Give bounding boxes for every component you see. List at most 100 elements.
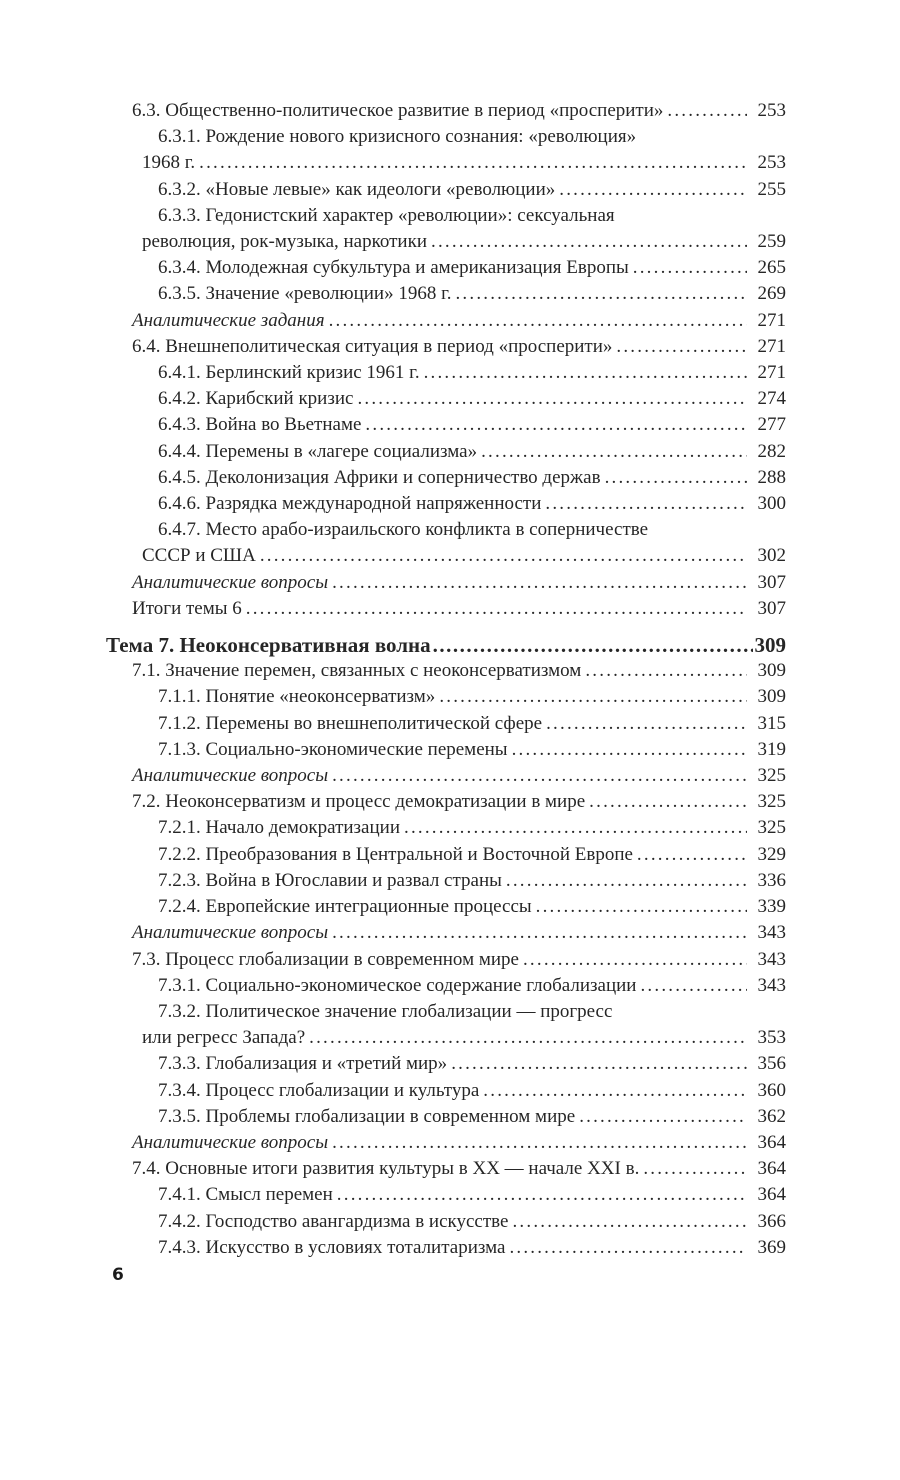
toc-entry: Аналитические задания 271 bbox=[106, 308, 786, 334]
toc-entry-text: СССР и США bbox=[142, 545, 256, 567]
dot-leader bbox=[545, 491, 747, 517]
toc-entry-text: 6.4.1. Берлинский кризис 1961 г. bbox=[158, 362, 420, 384]
dot-leader bbox=[365, 412, 747, 438]
toc-entry: 6.4.3. Война во Вьетнаме 277 bbox=[106, 412, 786, 438]
toc-page-number: 269 bbox=[757, 283, 787, 305]
dot-leader bbox=[640, 973, 747, 999]
toc-entry: 6.3.3. Гедонистский характер «революции»… bbox=[106, 203, 786, 255]
dot-leader bbox=[585, 658, 747, 684]
toc-entry-text: 7.1.2. Перемены во внешнеполитической сф… bbox=[158, 712, 543, 734]
toc-page-number: 364 bbox=[757, 1158, 787, 1180]
toc-line: 6.3.5. Значение «революции» 1968 г. 269 bbox=[106, 281, 786, 307]
dot-leader bbox=[546, 711, 747, 737]
toc-entry-text: 7.2.4. Европейские интеграционные процес… bbox=[158, 896, 532, 918]
toc-page-number: 255 bbox=[757, 178, 787, 200]
toc-entry: 7.3. Процесс глобализации в современном … bbox=[106, 947, 786, 973]
toc-entry: 6.4.5. Деколонизация Африки и соперничес… bbox=[106, 465, 786, 491]
toc-page-number: 277 bbox=[757, 414, 787, 436]
toc-page-number: 265 bbox=[757, 257, 787, 279]
toc-line: 6.4.3. Война во Вьетнаме 277 bbox=[106, 412, 786, 438]
toc-line: Аналитические вопросы 307 bbox=[106, 570, 786, 596]
toc-entry-text: 7.1.3. Социально-экономические перемены bbox=[158, 738, 508, 760]
toc-entry-text: или регресс Запада? bbox=[142, 1027, 306, 1049]
toc-entry-text: 7.2.1. Начало демократизации bbox=[158, 817, 400, 839]
toc-line: революция, рок-музыка, наркотики 259 bbox=[106, 229, 786, 255]
dot-leader bbox=[404, 815, 747, 841]
toc-entry: Аналитические вопросы 343 bbox=[106, 920, 786, 946]
toc-entry: 6.3.5. Значение «революции» 1968 г. 269 bbox=[106, 281, 786, 307]
toc-entry: 7.3.4. Процесс глобализации и культура 36… bbox=[106, 1078, 786, 1104]
toc-entry: 6.4.6. Разрядка международной напряженно… bbox=[106, 491, 786, 517]
dot-leader bbox=[199, 150, 747, 176]
toc-entry-text: 7.2. Неоконсерватизм и процесс демократи… bbox=[132, 791, 586, 813]
toc-line: 7.4. Основные итоги развития культуры в … bbox=[106, 1156, 786, 1182]
toc-page-number: 353 bbox=[757, 1027, 787, 1049]
toc-page-number: 282 bbox=[757, 440, 787, 462]
toc-entry-text: Аналитические вопросы bbox=[132, 765, 329, 787]
toc-line: 6.3.2. «Новые левые» как идеологи «револ… bbox=[106, 177, 786, 203]
dot-leader bbox=[512, 737, 747, 763]
toc-entry: 7.3.5. Проблемы глобализации в современн… bbox=[106, 1104, 786, 1130]
dot-leader bbox=[337, 1182, 747, 1208]
toc-page-number: 302 bbox=[757, 545, 787, 567]
dot-leader bbox=[506, 868, 747, 894]
toc-entry-text: 6.3.1. Рождение нового кризисного сознан… bbox=[158, 126, 637, 148]
toc-line: 7.3.4. Процесс глобализации и культура 36… bbox=[106, 1078, 786, 1104]
toc-page-number: 253 bbox=[757, 100, 787, 121]
toc-line: Итоги темы 6 307 bbox=[106, 596, 786, 622]
dot-leader bbox=[431, 229, 747, 255]
toc-line: 6.4.6. Разрядка международной напряженно… bbox=[106, 491, 786, 517]
toc-line: 7.4.2. Господство авангардизма в искусст… bbox=[106, 1209, 786, 1235]
toc-entry-text: 7.2.2. Преобразования в Центральной и Во… bbox=[158, 843, 633, 865]
dot-leader bbox=[536, 894, 747, 920]
toc-line: или регресс Запада? 353 bbox=[106, 1025, 786, 1051]
toc-page-number: 356 bbox=[757, 1053, 787, 1075]
toc-line: 6.3.3. Гедонистский характер «революции»… bbox=[106, 203, 786, 229]
toc-entry: 7.4. Основные итоги развития культуры в … bbox=[106, 1156, 786, 1182]
dot-leader bbox=[246, 596, 747, 622]
toc-entry: 7.2.3. Война в Югославии и развал страны… bbox=[106, 868, 786, 894]
dot-leader bbox=[512, 1209, 747, 1235]
table-of-contents: 6.3. Общественно-политическое развитие в… bbox=[106, 98, 786, 1261]
toc-page-number: 364 bbox=[757, 1131, 787, 1153]
toc-entry: 7.4.3. Искусство в условиях тоталитаризм… bbox=[106, 1235, 786, 1261]
toc-line: Аналитические вопросы 364 bbox=[106, 1130, 786, 1156]
toc-page-number: 271 bbox=[757, 362, 787, 384]
toc-entry-text: Аналитические задания bbox=[132, 309, 325, 331]
toc-page-number: 271 bbox=[757, 309, 787, 331]
toc-entry-text: 6.3.3. Гедонистский характер «революции»… bbox=[158, 204, 615, 226]
toc-entry: 6.4.4. Перемены в «лагере социализма» 282 bbox=[106, 439, 786, 465]
toc-entry-text: 7.3.3. Глобализация и «третий мир» bbox=[158, 1053, 448, 1075]
toc-entry-text: 6.3.5. Значение «революции» 1968 г. bbox=[158, 283, 452, 305]
toc-entry-text: Итоги темы 6 bbox=[132, 597, 242, 619]
toc-entry-text: Тема 7. Неоконсервативная волна bbox=[106, 633, 431, 658]
dot-leader bbox=[332, 763, 747, 789]
toc-entry: Аналитические вопросы 325 bbox=[106, 763, 786, 789]
dot-leader bbox=[455, 281, 747, 307]
dot-leader bbox=[439, 684, 747, 710]
toc-line: 7.1. Значение перемен, связанных с неоко… bbox=[106, 658, 786, 684]
toc-entry-text: 6.4.6. Разрядка международной напряженно… bbox=[158, 493, 542, 515]
dot-leader bbox=[589, 789, 747, 815]
toc-entry-text: Аналитические вопросы bbox=[132, 571, 329, 593]
dot-leader bbox=[579, 1104, 747, 1130]
toc-line: 7.2.3. Война в Югославии и развал страны… bbox=[106, 868, 786, 894]
dot-leader bbox=[433, 632, 753, 658]
toc-page-number: 325 bbox=[757, 817, 787, 839]
toc-entry-text: 7.3.1. Социально-экономическое содержани… bbox=[158, 974, 637, 996]
toc-line: 6.4.2. Карибский кризис 274 bbox=[106, 386, 786, 412]
toc-entry: 7.3.2. Политическое значение глобализаци… bbox=[106, 999, 786, 1051]
toc-page-number: 274 bbox=[757, 388, 787, 410]
dot-leader bbox=[509, 1235, 747, 1261]
toc-entry: 6.3. Общественно-политическое развитие в… bbox=[106, 98, 786, 124]
toc-entry-text: 6.4. Внешнеполитическая ситуация в перио… bbox=[132, 335, 613, 357]
toc-line: 6.3.1. Рождение нового кризисного сознан… bbox=[106, 124, 786, 150]
toc-entry-text: 7.4.1. Смысл перемен bbox=[158, 1184, 333, 1206]
toc-line: 7.3.2. Политическое значение глобализаци… bbox=[106, 999, 786, 1025]
toc-entry-text: Аналитические вопросы bbox=[132, 1131, 329, 1153]
dot-leader bbox=[643, 1156, 747, 1182]
toc-entry-text: 6.3.4. Молодежная субкультура и американ… bbox=[158, 257, 629, 279]
toc-entry: 7.4.1. Смысл перемен 364 bbox=[106, 1182, 786, 1208]
toc-entry: 7.1.1. Понятие «неоконсерватизм» 309 bbox=[106, 684, 786, 710]
toc-entry-text: 7.3.2. Политическое значение глобализаци… bbox=[158, 1000, 613, 1022]
